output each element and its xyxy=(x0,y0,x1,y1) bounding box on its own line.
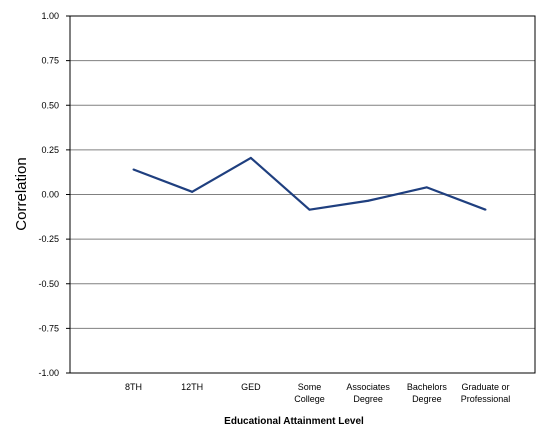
data-point xyxy=(308,208,311,211)
data-point xyxy=(367,199,370,202)
x-tick-label: Some College xyxy=(294,382,325,404)
y-tick-label: -0.75 xyxy=(38,323,59,333)
data-point xyxy=(191,190,194,193)
data-point xyxy=(484,208,487,211)
x-tick-label: Associates Degree xyxy=(346,382,390,404)
y-tick-label: 0.00 xyxy=(41,190,59,200)
x-tick-label: Graduate or Professional xyxy=(461,382,511,404)
y-tick-label: -1.00 xyxy=(38,368,59,378)
y-axis-label: Correlation xyxy=(13,157,30,230)
y-tick-label: -0.25 xyxy=(38,234,59,244)
data-point xyxy=(425,186,428,189)
x-tick-label: Bachelors Degree xyxy=(407,382,448,404)
y-tick-labels: 1.00 0.75 0.50 0.25 0.00 -0.25 -0.50 -0.75 -1.00 xyxy=(38,11,70,378)
series-line xyxy=(133,156,486,211)
y-tick-label: 0.50 xyxy=(41,100,59,110)
y-tick-label: 1.00 xyxy=(41,11,59,21)
y-tick-label: 0.25 xyxy=(41,145,59,155)
data-point xyxy=(132,168,135,171)
x-axis-label: Educational Attainment Level xyxy=(224,416,364,427)
series-layer xyxy=(132,156,487,211)
data-point xyxy=(249,156,252,159)
x-tick-label: 8TH xyxy=(125,382,142,392)
gridlines xyxy=(70,60,535,329)
y-tick-label: -0.50 xyxy=(38,279,59,289)
y-tick-label: 0.75 xyxy=(41,56,59,66)
x-tick-label: 12TH xyxy=(181,382,203,392)
x-tick-label: GED xyxy=(241,382,261,392)
x-tick-labels: 8TH 12TH GED Some College Associates Degree Bac… xyxy=(125,382,510,404)
